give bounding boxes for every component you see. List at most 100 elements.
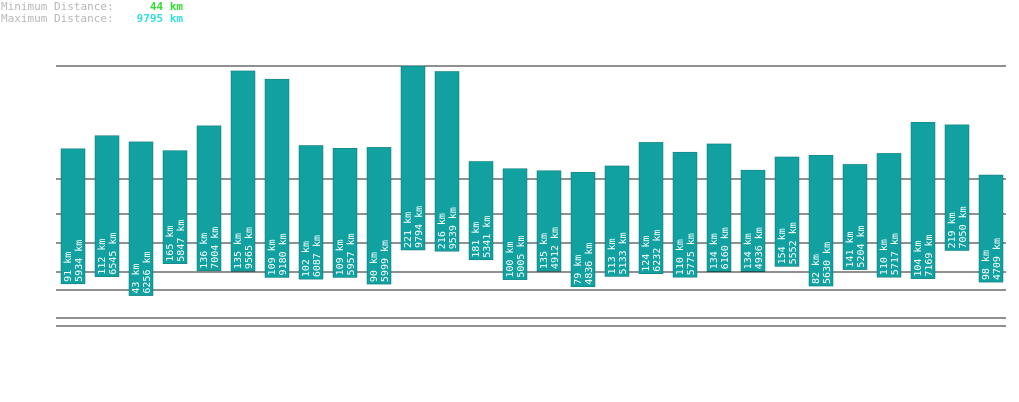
bar-label-lower: 124 km: [641, 236, 652, 272]
bar-group: 109 km 9180 km: [264, 78, 290, 278]
bar-group: 98 km 4709 km: [978, 174, 1004, 283]
bar: [298, 145, 324, 280]
bar-label-lower: 221 km: [403, 212, 414, 248]
bar-label-upper: 9565 km: [244, 227, 255, 269]
bar-group: 112 km 6545 km: [94, 135, 120, 277]
bar: [162, 150, 188, 264]
bar-group: 124 km 6232 km: [638, 142, 664, 275]
bar-label-upper: 5552 km: [788, 222, 799, 264]
bar-label-upper: 9539 km: [448, 207, 459, 249]
bar-group: 110 km 5717 km: [876, 153, 902, 278]
bar-label-upper: 6160 km: [720, 227, 731, 269]
bar-label-upper: 7004 km: [210, 227, 221, 269]
bar-group: 100 km 5005 km: [502, 168, 528, 280]
bar-group: 181 km 5341 km: [468, 161, 494, 261]
bar: [944, 124, 970, 251]
bar-label-upper: 5341 km: [482, 216, 493, 258]
bar: [230, 70, 256, 272]
bar-label-upper: 5717 km: [890, 233, 901, 275]
bar-label-lower: 141 km: [845, 231, 856, 267]
bar-group: 102 km 6087 km: [298, 145, 324, 280]
bar-group: 90 km 5999 km: [366, 147, 392, 285]
bar-label-lower: 136 km: [199, 233, 210, 269]
bar-label-lower: 135 km: [233, 233, 244, 269]
bar: [808, 155, 834, 287]
bar-group: 43 km 6256 km: [128, 141, 154, 296]
bar-group: 165 km 5847 km: [162, 150, 188, 264]
bar-label-upper: 5999 km: [380, 240, 391, 282]
bar-label-lower: 82 km: [811, 254, 822, 284]
bar-label-lower: 219 km: [947, 212, 958, 248]
bar: [366, 147, 392, 285]
bar-label-upper: 6256 km: [142, 251, 153, 293]
bar: [706, 143, 732, 272]
bar-label-lower: 100 km: [505, 242, 516, 278]
bar: [672, 151, 698, 278]
min-distance-label: Minimum Distance:: [1, 0, 114, 13]
bars: 91 km 5934 km 112 km 6545 km 43 km 6256 km 165…: [60, 65, 1004, 296]
bar-label-upper: 5934 km: [74, 240, 85, 282]
bar-label-lower: 98 km: [981, 250, 992, 280]
bar-group: 91 km 5934 km: [60, 148, 86, 285]
bar-label-upper: 7169 km: [924, 235, 935, 277]
bar-label-upper: 5630 km: [822, 242, 833, 284]
bar: [400, 65, 426, 251]
bar: [94, 135, 120, 277]
bar-label-lower: 91 km: [63, 252, 74, 282]
bar-label-lower: 90 km: [369, 252, 380, 282]
bar-group: 135 km 9565 km: [230, 70, 256, 272]
bar-group: 79 km 4836 km: [570, 172, 596, 288]
bar-label-upper: 5775 km: [686, 233, 697, 275]
bar-group: 221 km 9794 km: [400, 65, 426, 251]
bar-label-lower: 110 km: [879, 239, 890, 275]
bar-label-lower: 134 km: [709, 233, 720, 269]
bar-label-lower: 79 km: [573, 255, 584, 285]
bar: [978, 174, 1004, 283]
bar-label-upper: 5847 km: [176, 220, 187, 262]
bar-label-lower: 109 km: [267, 239, 278, 275]
bar-group: 104 km 7169 km: [910, 122, 936, 279]
min-distance-row: Minimum Distance: 44 km: [1, 1, 183, 13]
bar-group: 135 km 4912 km: [536, 170, 562, 272]
bar-group: 136 km 7004 km: [196, 125, 222, 272]
bar-group: 154 km 5552 km: [774, 156, 800, 267]
bar-label-upper: 6087 km: [312, 235, 323, 277]
bar-group: 134 km 6160 km: [706, 143, 732, 272]
bar-label-lower: 216 km: [437, 213, 448, 249]
bar-label-upper: 5204 km: [856, 225, 867, 267]
bar-label-upper: 9794 km: [414, 206, 425, 248]
bar-label-lower: 104 km: [913, 241, 924, 277]
max-distance-label: Maximum Distance:: [1, 12, 114, 25]
bar-label-lower: 112 km: [97, 239, 108, 275]
bar-label-upper: 4936 km: [754, 227, 765, 269]
bar-label-upper: 6232 km: [652, 230, 663, 272]
bar: [60, 148, 86, 285]
bar-label-lower: 134 km: [743, 233, 754, 269]
bar-label-lower: 135 km: [539, 233, 550, 269]
bar: [910, 122, 936, 279]
bar-label-upper: 4709 km: [992, 238, 1003, 280]
bar-group: 82 km 5630 km: [808, 155, 834, 287]
max-distance-row: Maximum Distance: 9795 km: [1, 13, 183, 25]
bar-label-upper: 4836 km: [584, 243, 595, 285]
bar: [468, 161, 494, 261]
bar: [128, 141, 154, 296]
bar-label-lower: 43 km: [131, 264, 142, 294]
bar-group: 109 km 5957 km: [332, 148, 358, 278]
bar-label-upper: 5957 km: [346, 233, 357, 275]
bar-label-lower: 154 km: [777, 228, 788, 264]
bar-label-lower: 109 km: [335, 239, 346, 275]
bar: [740, 169, 766, 272]
bar: [570, 172, 596, 288]
bar-label-lower: 113 km: [607, 238, 618, 274]
bar: [638, 142, 664, 275]
bar-label-lower: 102 km: [301, 241, 312, 277]
bar: [774, 156, 800, 267]
bar: [536, 170, 562, 272]
bar-label-upper: 5005 km: [516, 235, 527, 277]
bar-group: 110 km 5775 km: [672, 151, 698, 278]
bar-group: 216 km 9539 km: [434, 71, 460, 252]
bar: [264, 78, 290, 278]
bar-label-upper: 5133 km: [618, 232, 629, 274]
